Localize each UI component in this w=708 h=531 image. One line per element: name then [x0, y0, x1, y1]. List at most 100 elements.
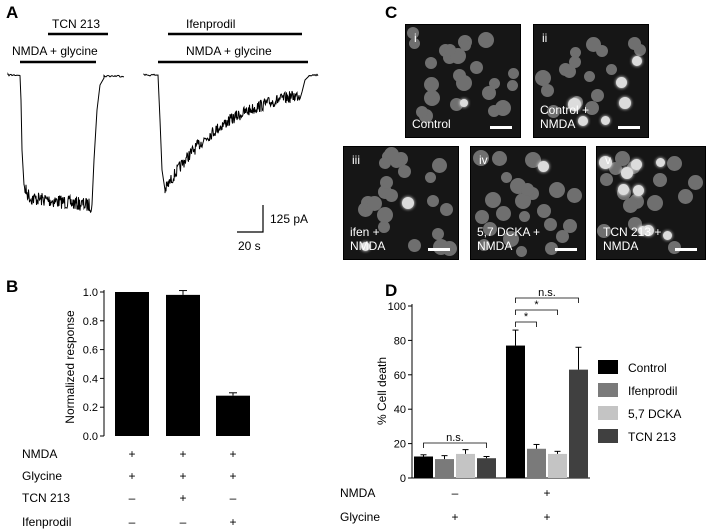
- y-tick-label: 0.6: [83, 345, 98, 357]
- bar-1: [115, 292, 149, 436]
- bright-cell: [633, 185, 644, 196]
- scale-current-label: 125 pA: [270, 212, 308, 226]
- bright-cell: [361, 242, 370, 251]
- cell: [432, 158, 447, 173]
- condition-mark: –: [129, 515, 136, 529]
- cell: [541, 84, 554, 97]
- cell: [609, 162, 622, 175]
- cell: [535, 70, 551, 86]
- condition-label: NMDA: [340, 486, 375, 500]
- cell: [586, 37, 601, 52]
- cell: [408, 239, 421, 252]
- condition-mark: –: [452, 486, 459, 500]
- cell: [584, 71, 595, 82]
- legend-label: TCN 213: [628, 430, 676, 444]
- condition-label: NMDA: [22, 447, 57, 461]
- legend-swatch: [598, 383, 618, 397]
- sig-bracket-ifen: [515, 321, 537, 327]
- micro-scale-bar: [428, 248, 450, 251]
- legend-swatch: [598, 406, 618, 420]
- cell: [424, 90, 440, 106]
- cell: [456, 75, 472, 91]
- condition-label: Glycine: [22, 469, 62, 483]
- cell: [501, 172, 512, 183]
- bright-cell: [599, 156, 612, 169]
- bright-cell: [601, 116, 610, 125]
- condition-mark: –: [230, 491, 237, 505]
- cell: [440, 203, 453, 216]
- micro-scale-bar: [618, 126, 640, 129]
- legend-label: Ifenprodil: [628, 384, 677, 398]
- cell: [516, 246, 527, 257]
- cell: [545, 242, 558, 255]
- cell: [549, 182, 565, 198]
- ns-bracket-right: [515, 297, 579, 303]
- condition-label: TCN 213: [22, 491, 70, 505]
- y-tick-label: 0.0: [83, 431, 98, 443]
- y-tick-label: 80: [394, 335, 406, 347]
- micro-scale-bar: [675, 248, 697, 251]
- cell: [378, 221, 390, 233]
- cell: [653, 173, 667, 187]
- micrograph-caption: Control: [412, 117, 451, 131]
- micro-scale-bar: [490, 126, 512, 129]
- cell: [556, 230, 569, 243]
- condition-mark: +: [179, 469, 186, 483]
- bright-cell: [578, 116, 588, 126]
- cell: [398, 165, 411, 178]
- cell: [507, 80, 518, 91]
- bright-cell: [402, 197, 414, 209]
- condition-label: Glycine: [340, 510, 380, 524]
- micrograph-tcn213-nmda: v TCN 213 + NMDA: [596, 146, 706, 260]
- cell: [496, 206, 511, 221]
- cell: [508, 68, 519, 79]
- cell: [563, 219, 577, 233]
- y-tick-label: 0.4: [83, 373, 98, 385]
- bright-cell: [621, 167, 633, 179]
- cell: [525, 152, 541, 168]
- cell: [460, 40, 471, 51]
- condition-mark: +: [229, 469, 236, 483]
- cell: [483, 222, 497, 236]
- cell: [567, 188, 582, 203]
- cell: [475, 210, 489, 224]
- bright-cell: [618, 184, 629, 195]
- cell: [385, 189, 398, 202]
- trace2-ifen-label: Ifenprodil: [186, 17, 235, 31]
- panel-a-label: A: [6, 3, 18, 22]
- y-tick-label: 20: [394, 439, 406, 451]
- trace2-nmda-label: NMDA + glycine: [186, 44, 272, 58]
- condition-mark: +: [179, 447, 186, 461]
- current-trace-tcn213: [7, 72, 125, 214]
- panel-b-chart: Normalized response 0.0 0.2 0.4 0.6 0.8 1.0 NM…: [22, 287, 250, 529]
- bar-control-1: [414, 456, 433, 478]
- condition-mark: +: [543, 510, 550, 524]
- cell: [470, 61, 483, 74]
- cell: [377, 207, 393, 223]
- condition-mark: +: [229, 515, 236, 529]
- cell: [473, 150, 489, 166]
- cell: [478, 239, 490, 251]
- bright-cell: [638, 226, 647, 235]
- cell: [600, 173, 613, 186]
- cell: [424, 77, 439, 92]
- micrograph-index: iii: [352, 153, 360, 167]
- bar-control-2: [506, 345, 525, 478]
- cell: [563, 65, 576, 78]
- ns-bracket-right-label: n.s.: [538, 287, 556, 299]
- bright-cell: [619, 97, 631, 109]
- cell: [485, 192, 501, 208]
- bar-tcn-213-2: [569, 369, 588, 478]
- bright-cell: [656, 158, 665, 167]
- bar-5-7-dcka-2: [548, 453, 567, 478]
- scale-bar: [237, 205, 264, 233]
- panel-d-ylabel: % Cell death: [375, 357, 389, 425]
- cell: [519, 211, 530, 222]
- cell: [503, 231, 519, 247]
- bar-ifenprodil-2: [527, 448, 546, 478]
- cell: [407, 27, 419, 39]
- micrograph-caption: TCN 213 + NMDA: [603, 225, 662, 253]
- bright-cell: [616, 77, 627, 88]
